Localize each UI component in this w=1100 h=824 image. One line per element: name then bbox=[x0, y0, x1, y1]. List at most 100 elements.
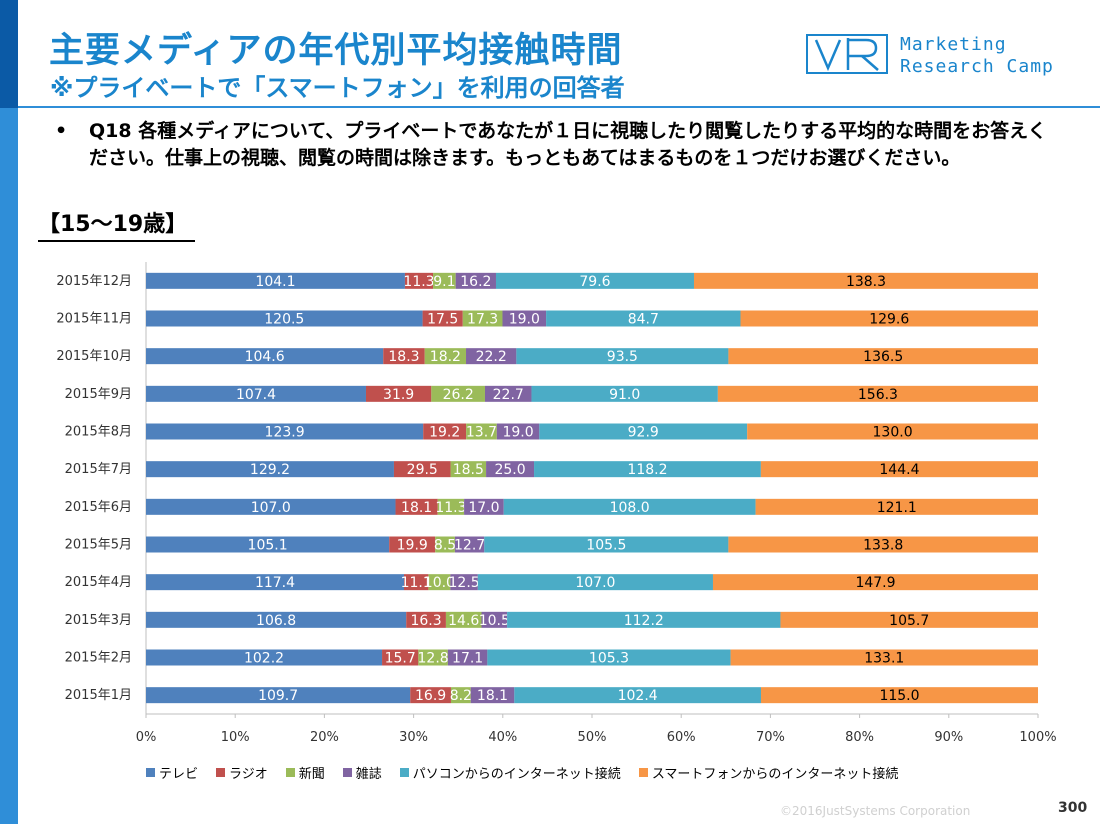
x-tick-label: 20% bbox=[310, 730, 339, 745]
page-subtitle: ※プライベートで「スマートフォン」を利用の回答者 bbox=[50, 74, 625, 102]
bar-segment bbox=[428, 574, 451, 591]
data-label: 102.2 bbox=[244, 651, 284, 667]
bar-segment bbox=[466, 348, 517, 365]
bar-segment bbox=[693, 272, 1038, 289]
legend-item: ラジオ bbox=[216, 763, 268, 782]
data-label: 138.3 bbox=[846, 274, 886, 290]
bar-segment bbox=[760, 461, 1038, 478]
category-label: 2015年2月 bbox=[65, 651, 132, 666]
legend-label: スマートフォンからのインターネット接続 bbox=[651, 767, 899, 782]
legend-swatch bbox=[399, 768, 409, 777]
bar-segment bbox=[539, 423, 748, 440]
category-label: 2015年1月 bbox=[65, 688, 132, 703]
bar-segment bbox=[455, 272, 496, 289]
data-label: 26.2 bbox=[443, 387, 474, 403]
bar-segment bbox=[728, 348, 1038, 365]
bar-segment bbox=[486, 461, 535, 478]
bar-segment bbox=[450, 574, 478, 591]
data-label: 120.5 bbox=[264, 312, 304, 328]
data-label: 104.1 bbox=[255, 274, 295, 290]
bar-segment bbox=[531, 385, 718, 402]
bar-segment bbox=[382, 649, 419, 666]
bar-segment bbox=[730, 649, 1038, 666]
category-label: 2015年3月 bbox=[65, 613, 132, 628]
legend-label: 新聞 bbox=[298, 767, 325, 782]
bar-segment bbox=[146, 461, 394, 478]
chart-legend: テレビ ラジオ 新聞 雑誌 パソコンからのインターネット接続 スマートフォンからのインター… bbox=[146, 763, 916, 782]
bar-segment bbox=[431, 385, 485, 402]
bar-segment bbox=[495, 272, 694, 289]
bar-segment bbox=[146, 574, 404, 591]
bar-segment bbox=[424, 348, 467, 365]
data-label: 11.3 bbox=[435, 500, 466, 516]
bar-segment bbox=[395, 498, 438, 515]
data-label: 18.5 bbox=[453, 462, 484, 478]
bar-segment bbox=[435, 536, 455, 553]
legend-item: 新聞 bbox=[285, 763, 325, 782]
copyright: ©2016JustSystems Corporation bbox=[780, 804, 971, 818]
data-label: 8.2 bbox=[450, 688, 472, 704]
data-label: 118.2 bbox=[627, 462, 667, 478]
legend-item: パソコンからのインターネット接続 bbox=[399, 763, 621, 782]
x-tick-label: 30% bbox=[399, 730, 428, 745]
bar-segment bbox=[514, 687, 761, 704]
data-label: 18.2 bbox=[430, 349, 461, 365]
bar-segment bbox=[496, 423, 540, 440]
data-label: 92.9 bbox=[628, 425, 659, 441]
data-label: 147.9 bbox=[855, 575, 895, 591]
data-label: 16.9 bbox=[415, 688, 446, 704]
data-label: 9.1 bbox=[433, 274, 455, 290]
bar-segment bbox=[534, 461, 761, 478]
data-label: 156.3 bbox=[858, 387, 898, 403]
data-label: 133.8 bbox=[863, 538, 903, 554]
data-label: 136.5 bbox=[863, 349, 903, 365]
bar-segment bbox=[437, 498, 465, 515]
bar-segment bbox=[383, 348, 425, 365]
data-label: 25.0 bbox=[494, 462, 525, 478]
data-label: 16.2 bbox=[460, 274, 491, 290]
category-label: 2015年10月 bbox=[56, 349, 132, 364]
data-label: 17.3 bbox=[467, 312, 498, 328]
data-label: 29.5 bbox=[407, 462, 438, 478]
data-label: 31.9 bbox=[383, 387, 414, 403]
brand-line-1: Marketing bbox=[900, 34, 1007, 55]
data-label: 129.6 bbox=[869, 312, 909, 328]
data-label: 107.4 bbox=[236, 387, 276, 403]
age-group-label: 【15～19歳】 bbox=[38, 206, 196, 242]
legend-item: 雑誌 bbox=[342, 763, 382, 782]
bar-segment bbox=[146, 348, 384, 365]
bar-segment bbox=[487, 649, 731, 666]
data-label: 133.1 bbox=[864, 651, 904, 667]
bar-segment bbox=[454, 536, 485, 553]
brand-line-2: Research Camp bbox=[900, 56, 1054, 77]
bar-segment bbox=[462, 310, 503, 327]
bar-segment bbox=[450, 687, 471, 704]
bar-segment bbox=[146, 687, 411, 704]
x-tick-label: 50% bbox=[578, 730, 607, 745]
x-tick-label: 60% bbox=[667, 730, 696, 745]
data-label: 19.9 bbox=[397, 538, 428, 554]
data-label: 106.8 bbox=[256, 613, 296, 629]
bar-segment bbox=[780, 611, 1038, 628]
legend-swatch bbox=[638, 768, 648, 777]
bar-segment bbox=[146, 423, 424, 440]
data-label: 22.7 bbox=[493, 387, 524, 403]
bar-segment bbox=[728, 536, 1038, 553]
data-label: 12.7 bbox=[454, 538, 485, 554]
bar-segment bbox=[546, 310, 741, 327]
bar-segment bbox=[760, 687, 1038, 704]
data-label: 123.9 bbox=[265, 425, 305, 441]
legend-swatch bbox=[285, 768, 295, 777]
category-label: 2015年7月 bbox=[65, 462, 132, 477]
data-label: 11.3 bbox=[403, 274, 434, 290]
legend-item: スマートフォンからのインターネット接続 bbox=[638, 763, 899, 782]
bar-segment bbox=[464, 498, 504, 515]
x-tick-label: 0% bbox=[136, 730, 157, 745]
side-accent-bar bbox=[0, 108, 18, 824]
data-label: 121.1 bbox=[877, 500, 917, 516]
header-accent-bar bbox=[0, 0, 18, 108]
bar-segment bbox=[484, 385, 532, 402]
legend-swatch bbox=[146, 768, 155, 777]
bar-segment bbox=[470, 687, 515, 704]
bar-segment bbox=[410, 687, 451, 704]
